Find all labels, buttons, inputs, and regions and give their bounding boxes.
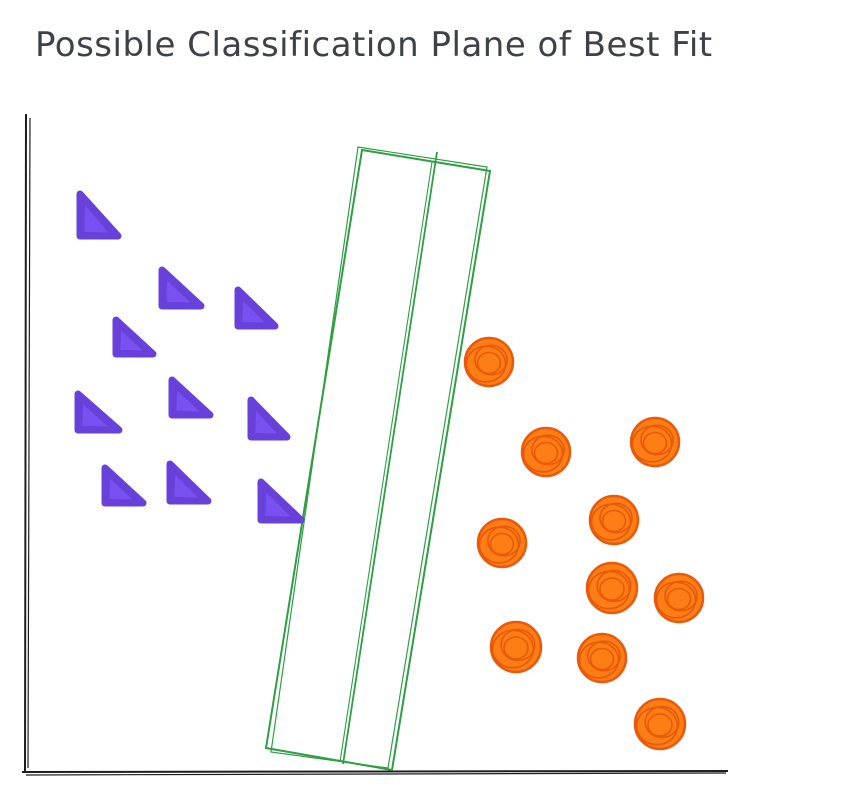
circle-scribble-3 (647, 713, 673, 737)
triangle-shape (168, 376, 214, 419)
diagram-title: Possible Classification Plane of Best Fi… (35, 25, 713, 65)
circle-scribble-2 (487, 525, 521, 557)
circle-scribble-3 (589, 647, 615, 671)
circle-scribble-2 (599, 502, 633, 534)
circle-scribble-2 (500, 628, 536, 662)
class-a-triangle-6 (168, 376, 214, 419)
circle-scribble-3 (666, 587, 692, 611)
class-b-circle-4 (588, 494, 640, 546)
circle-shape (476, 517, 528, 569)
class-a-triangle-4 (112, 316, 157, 358)
class-b-circle-1 (463, 336, 515, 388)
triangle-shape (234, 286, 279, 330)
class-a-triangle-2 (158, 266, 205, 310)
triangle-shape (74, 390, 123, 434)
class-b-circle-9 (576, 632, 628, 684)
circle-scribble-2 (640, 424, 674, 456)
class-b-circle-5 (476, 517, 528, 569)
class-a-triangle-10 (257, 478, 305, 524)
triangle-sketch-stroke (106, 473, 140, 503)
class-a-triangle-9 (166, 460, 212, 505)
circle-shape (653, 572, 705, 624)
circle-shape (520, 426, 572, 478)
class-a-triangle-5 (74, 390, 123, 434)
class-b-circle-8 (489, 620, 543, 674)
class-a-triangle-1 (76, 190, 122, 240)
circle-shape (576, 632, 628, 684)
triangle-sketch-stroke (117, 325, 150, 354)
axes (21, 113, 729, 776)
circle-shape (489, 620, 543, 674)
circle-scribble-3 (489, 532, 515, 556)
circle-scribble-2 (587, 640, 621, 672)
circle-scribble-3 (642, 431, 668, 455)
circle-scribble-2 (531, 434, 565, 466)
triangle-sketch-stroke (81, 198, 114, 236)
circle-shape (633, 697, 687, 751)
triangle-sketch-stroke (79, 399, 116, 430)
circle-shape (588, 494, 640, 546)
circle-scribble-3 (533, 441, 559, 465)
triangle-sketch-stroke (171, 469, 205, 501)
plane-center-line-sketch (339, 161, 433, 763)
class-a-triangle-8 (101, 464, 147, 507)
triangle-shape (166, 460, 212, 505)
y-axis (24, 113, 27, 773)
class-b-circle-3 (629, 416, 681, 468)
circle-scribble-3 (476, 351, 502, 375)
triangle-sketch-stroke (239, 295, 272, 326)
class-a-triangle-7 (247, 396, 291, 441)
circle-shape (629, 416, 681, 468)
y-axis-sketch-stroke (27, 117, 31, 769)
triangle-shape (247, 396, 291, 441)
class-b-circle-7 (653, 572, 705, 624)
plane-boundary-sketch (270, 146, 488, 769)
triangle-sketch-stroke (252, 404, 283, 437)
class-b-circle-2 (520, 426, 572, 478)
triangle-sketch-stroke (173, 385, 207, 415)
circle-scribble-2 (474, 344, 508, 376)
class-b-circle-10 (633, 697, 687, 751)
x-axis-sketch-stroke (25, 772, 727, 776)
plane-center-line (342, 151, 438, 765)
circle-shape (585, 561, 639, 615)
circle-scribble-3 (601, 509, 627, 533)
plane-boundary (264, 148, 492, 772)
class-b-circle-6 (585, 561, 639, 615)
classification-plane (264, 146, 492, 772)
circle-scribble-3 (503, 636, 529, 660)
triangle-shape (257, 478, 305, 524)
triangle-sketch-stroke (262, 487, 298, 520)
circle-scribble-2 (596, 569, 632, 603)
circle-scribble-2 (644, 705, 680, 739)
circle-scribble-3 (599, 577, 625, 601)
class-b-points (463, 336, 705, 751)
triangle-shape (158, 266, 205, 310)
circle-shape (463, 336, 515, 388)
triangle-shape (101, 464, 147, 507)
circle-scribble-2 (664, 580, 698, 612)
triangle-shape (76, 190, 122, 240)
x-axis (21, 770, 729, 773)
class-a-triangle-3 (234, 286, 279, 330)
triangle-sketch-stroke (163, 275, 198, 306)
triangle-shape (112, 316, 157, 358)
class-a-points (74, 190, 305, 524)
